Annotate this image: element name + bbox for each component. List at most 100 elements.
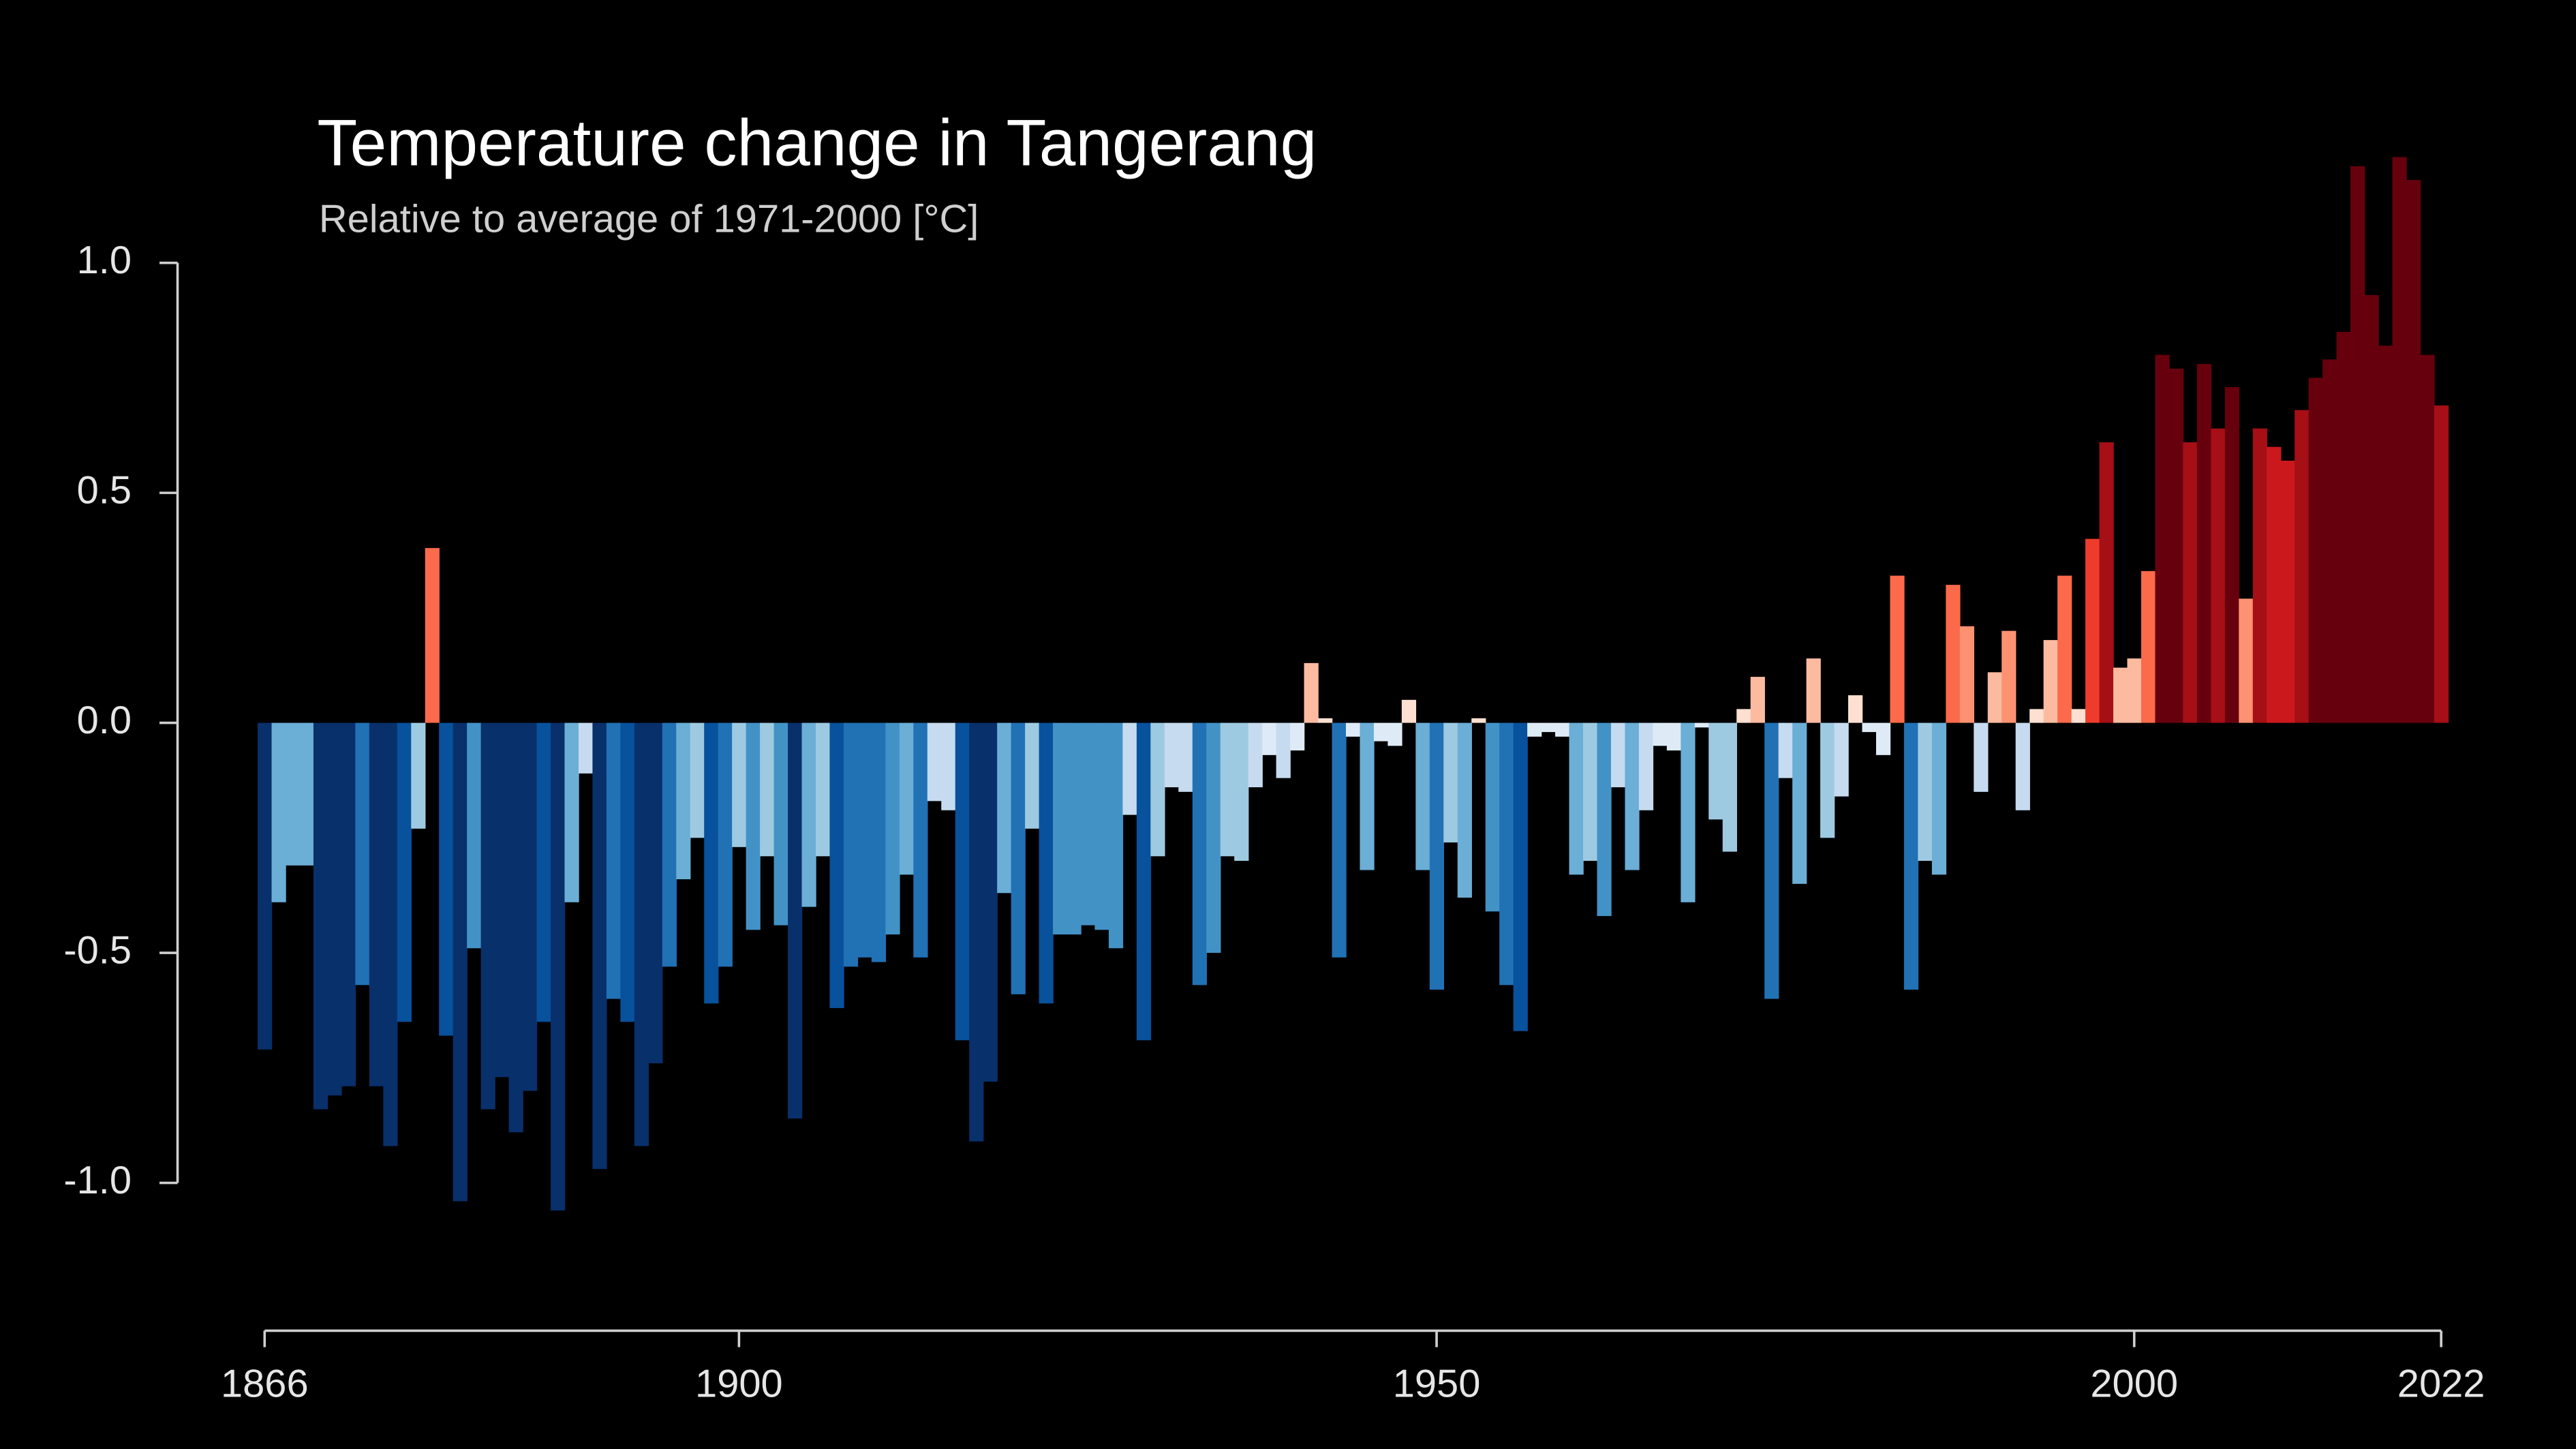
bar bbox=[397, 722, 412, 1022]
y-tick-label: 0.5 bbox=[77, 468, 132, 512]
bar bbox=[2378, 346, 2393, 723]
bar bbox=[2071, 709, 2086, 723]
bar bbox=[801, 722, 816, 907]
bar bbox=[2434, 405, 2449, 723]
bar bbox=[1736, 709, 1751, 723]
bar bbox=[1122, 722, 1137, 815]
y-tick-label: -0.5 bbox=[63, 928, 132, 972]
bar bbox=[2336, 331, 2351, 723]
bar bbox=[634, 722, 649, 1146]
bar bbox=[1499, 722, 1514, 986]
bar bbox=[885, 722, 900, 935]
bar bbox=[1067, 722, 1082, 935]
bar bbox=[1848, 695, 1863, 723]
bar bbox=[760, 722, 775, 857]
y-tick-label: 0.0 bbox=[77, 699, 132, 742]
bar bbox=[773, 722, 788, 926]
bar bbox=[1276, 722, 1291, 778]
bar bbox=[815, 722, 831, 857]
bar bbox=[327, 722, 342, 1096]
x-tick-label: 1950 bbox=[1393, 1362, 1481, 1406]
bar bbox=[2224, 386, 2239, 723]
y-tick-label: -1.0 bbox=[63, 1159, 132, 1202]
bar bbox=[564, 722, 579, 902]
bar bbox=[439, 722, 454, 1036]
bar bbox=[676, 722, 691, 880]
bar bbox=[1638, 722, 1654, 810]
bar bbox=[732, 722, 747, 847]
bar bbox=[1778, 722, 1793, 778]
bar bbox=[1471, 718, 1486, 723]
bar bbox=[899, 722, 915, 875]
bar bbox=[2183, 442, 2198, 723]
bar bbox=[606, 722, 622, 999]
bar bbox=[2280, 460, 2295, 723]
bar bbox=[1987, 672, 2002, 723]
bar bbox=[1178, 722, 1193, 792]
bar bbox=[662, 722, 677, 967]
bar bbox=[1150, 722, 1165, 857]
x-tick-label: 1900 bbox=[695, 1362, 783, 1406]
bar bbox=[1862, 722, 1877, 733]
bar bbox=[941, 722, 956, 810]
bar bbox=[1750, 677, 1765, 723]
bar bbox=[955, 722, 970, 1041]
bar bbox=[1820, 722, 1835, 838]
bar bbox=[286, 722, 301, 866]
bar bbox=[299, 722, 314, 866]
bar bbox=[1485, 722, 1500, 912]
bar bbox=[1290, 722, 1305, 751]
bar bbox=[508, 722, 523, 1133]
bar bbox=[1610, 722, 1626, 788]
bar bbox=[2099, 442, 2114, 723]
bar bbox=[1583, 722, 1598, 861]
bar bbox=[1806, 658, 1821, 723]
bar bbox=[2155, 354, 2170, 723]
bar bbox=[1206, 722, 1221, 954]
bar bbox=[1401, 699, 1417, 723]
chart-title: Temperature change in Tangerang bbox=[317, 106, 1317, 179]
bar bbox=[2141, 570, 2156, 723]
bar bbox=[467, 722, 482, 949]
bar bbox=[1527, 722, 1542, 737]
bar bbox=[425, 548, 440, 723]
bar bbox=[1625, 722, 1640, 870]
bar bbox=[1722, 722, 1737, 852]
bar bbox=[2364, 294, 2379, 723]
bar bbox=[648, 722, 663, 1064]
bar bbox=[969, 722, 984, 1142]
bar bbox=[997, 722, 1012, 894]
bar bbox=[1764, 722, 1779, 999]
bar bbox=[1332, 722, 1347, 958]
bar bbox=[871, 722, 887, 962]
bar bbox=[1220, 722, 1235, 857]
bar bbox=[1094, 722, 1109, 930]
bar bbox=[453, 722, 467, 1202]
bar bbox=[2211, 428, 2226, 723]
bar bbox=[369, 722, 384, 1086]
bar bbox=[1039, 722, 1054, 1004]
bar bbox=[2196, 364, 2212, 723]
bar bbox=[1513, 722, 1528, 1031]
bar bbox=[1569, 722, 1584, 875]
bar bbox=[2239, 598, 2254, 723]
bar bbox=[2406, 180, 2421, 723]
bar bbox=[2085, 538, 2100, 723]
bar bbox=[1681, 722, 1696, 902]
bar bbox=[2002, 630, 2017, 723]
bar bbox=[551, 722, 566, 1211]
bar bbox=[983, 722, 998, 1082]
bar bbox=[1931, 722, 1947, 875]
bar bbox=[1597, 722, 1612, 917]
bar bbox=[1136, 722, 1152, 1041]
bar bbox=[1443, 722, 1458, 843]
x-tick-label: 2022 bbox=[2397, 1362, 2485, 1406]
bar bbox=[2252, 428, 2267, 723]
bar bbox=[927, 722, 942, 802]
bar bbox=[1262, 722, 1277, 755]
bar bbox=[578, 722, 594, 774]
bar bbox=[1053, 722, 1068, 935]
bar bbox=[704, 722, 719, 1004]
bar bbox=[1918, 722, 1933, 861]
